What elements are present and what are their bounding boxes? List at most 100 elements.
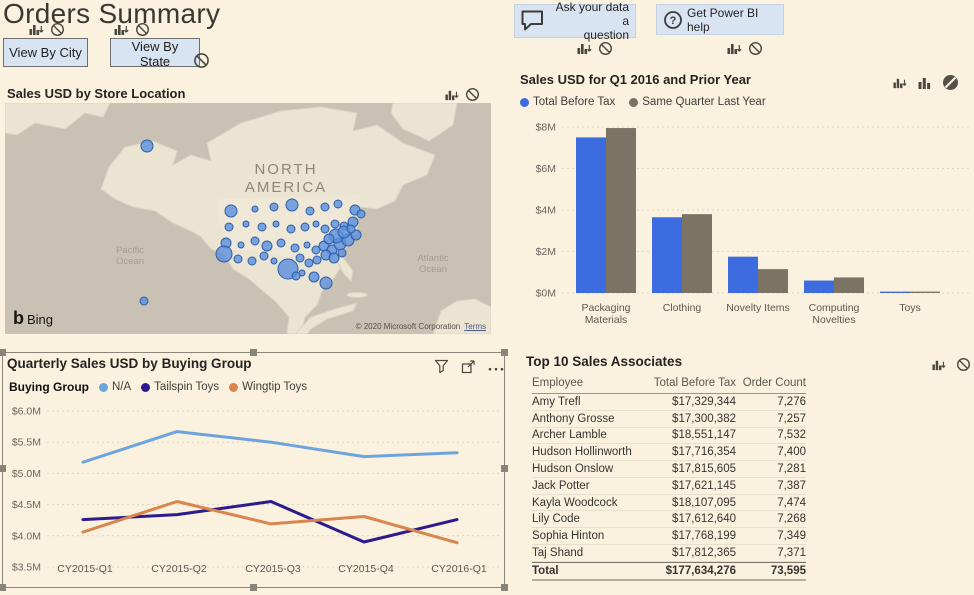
funnel-filter-icon[interactable] (434, 359, 449, 374)
cell-order-count[interactable]: 7,281 (736, 461, 806, 478)
no-entry-icon[interactable] (50, 22, 65, 37)
map-bubble[interactable] (337, 248, 347, 258)
selection-handle[interactable] (250, 349, 257, 356)
legend-item-tailspin-toys[interactable]: Tailspin Toys (141, 381, 219, 393)
map-bubble[interactable] (308, 271, 320, 283)
focus-mode-icon[interactable] (461, 359, 476, 374)
cell-employee[interactable]: Anthony Grosse (532, 411, 644, 428)
selection-handle[interactable] (501, 349, 508, 356)
map-bubble[interactable] (303, 241, 311, 249)
map-bubble[interactable] (224, 222, 234, 232)
bar-same-quarter-last-year[interactable] (682, 214, 712, 293)
cell-order-count[interactable]: 7,474 (736, 495, 806, 512)
cell-employee[interactable]: Taj Shand (532, 545, 644, 562)
map-bubble[interactable] (270, 257, 278, 265)
no-entry-icon[interactable] (956, 357, 971, 372)
cell-employee[interactable]: Jack Potter (532, 478, 644, 495)
cell-total-before-tax[interactable]: $17,329,344 (644, 394, 736, 411)
series-line-n-a[interactable] (81, 430, 459, 464)
map-bubble[interactable] (323, 233, 335, 245)
selection-handle[interactable] (501, 584, 508, 591)
map-bubble[interactable] (300, 222, 310, 232)
cell-employee[interactable]: Archer Lamble (532, 428, 644, 445)
selection-handle[interactable] (0, 465, 6, 472)
terms-link[interactable]: Terms (464, 322, 486, 331)
map-bubble[interactable] (312, 220, 320, 228)
map-bubble[interactable] (356, 209, 366, 219)
map-bubble[interactable] (285, 198, 299, 212)
sales-associates-table[interactable]: Employee Total Before Tax Order Count Amy T… (532, 375, 806, 581)
cell-total-before-tax[interactable]: $17,300,382 (644, 411, 736, 428)
cell-employee[interactable]: Amy Trefl (532, 394, 644, 411)
cell-employee[interactable]: Kayla Woodcock (532, 495, 644, 512)
column-header-employee[interactable]: Employee (532, 375, 644, 394)
cell-order-count[interactable]: 7,257 (736, 411, 806, 428)
selection-handle[interactable] (0, 349, 6, 356)
cell-total-before-tax[interactable]: $17,812,365 (644, 545, 736, 562)
no-entry-icon[interactable] (748, 41, 763, 56)
cell-order-count[interactable]: 7,276 (736, 394, 806, 411)
cell-employee[interactable]: Hudson Onslow (532, 461, 644, 478)
map-bubble[interactable] (286, 224, 296, 234)
series-line-wingtip-toys[interactable] (81, 500, 459, 545)
bar-same-quarter-last-year[interactable] (758, 269, 788, 293)
cell-total-before-tax[interactable]: $17,716,354 (644, 444, 736, 462)
no-entry-icon[interactable] (598, 41, 613, 56)
no-entry-icon[interactable] (465, 87, 480, 102)
bar-chart-down-arrow-icon[interactable] (932, 358, 946, 372)
cell-order-count[interactable]: 7,268 (736, 511, 806, 529)
map-bubble[interactable] (269, 202, 279, 212)
ask-data-question-button[interactable]: Ask your data a question (514, 0, 636, 42)
map-bubble[interactable] (237, 241, 245, 249)
cell-order-count[interactable]: 7,387 (736, 478, 806, 495)
cell-total-before-tax[interactable]: $17,815,605 (644, 461, 736, 478)
bar-total-before-tax[interactable] (576, 137, 606, 293)
column-header-order-count[interactable]: Order Count (736, 375, 806, 394)
cell-total-before-tax[interactable]: $17,768,199 (644, 528, 736, 546)
map-bubble[interactable] (259, 251, 269, 261)
map-bubble[interactable] (320, 224, 330, 234)
legend-item-total-before-tax[interactable]: Total Before Tax (520, 96, 615, 108)
cell-order-count[interactable]: 7,371 (736, 545, 806, 562)
line-chart-panel[interactable]: Quarterly Sales USD by Buying Group Buyi… (0, 349, 508, 591)
bar-total-before-tax[interactable] (728, 256, 758, 293)
bar-chart-down-arrow-icon[interactable] (29, 22, 44, 37)
map-bubble[interactable] (290, 243, 300, 253)
map-bubble[interactable] (251, 205, 259, 213)
legend-item-same-quarter-last-year[interactable]: Same Quarter Last Year (629, 96, 766, 108)
selection-handle[interactable] (0, 584, 6, 591)
cell-employee[interactable]: Hudson Hollinworth (532, 444, 644, 462)
bar-same-quarter-last-year[interactable] (834, 277, 864, 293)
selection-handle[interactable] (250, 584, 257, 591)
map-bubble[interactable] (333, 199, 343, 209)
map-bubble[interactable] (250, 236, 260, 246)
bing-map[interactable]: NORTH AMERICA Pacific Ocean Atlantic Ocean … (4, 102, 492, 335)
map-bubble[interactable] (320, 202, 330, 212)
map-bubble[interactable] (305, 206, 315, 216)
bar-total-before-tax[interactable] (652, 217, 682, 293)
view-by-state-button[interactable]: View By State (110, 38, 200, 69)
map-bubble[interactable] (224, 204, 238, 218)
bar-total-before-tax[interactable] (804, 280, 834, 293)
bar-same-quarter-last-year[interactable] (910, 291, 940, 293)
map-bubble[interactable] (233, 254, 243, 264)
cell-order-count[interactable]: 7,400 (736, 444, 806, 462)
bar-total-before-tax[interactable] (880, 291, 910, 293)
cell-order-count[interactable]: 7,349 (736, 528, 806, 546)
map-bubble[interactable] (312, 255, 322, 265)
map-bubble[interactable] (257, 222, 267, 232)
more-options-ellipsis-icon[interactable] (488, 367, 504, 372)
map-bubble[interactable] (215, 245, 233, 263)
cell-employee[interactable]: Sophia Hinton (532, 528, 644, 546)
no-entry-filled-icon[interactable] (942, 74, 959, 91)
bar-chart-down-arrow-icon[interactable] (727, 41, 742, 56)
legend-item-n-a[interactable]: N/A (99, 381, 131, 393)
cell-employee[interactable]: Lily Code (532, 511, 644, 529)
cell-total-before-tax[interactable]: $17,621,145 (644, 478, 736, 495)
bar-same-quarter-last-year[interactable] (606, 128, 636, 293)
map-bubble[interactable] (304, 258, 314, 268)
no-entry-icon[interactable] (135, 22, 150, 37)
map-bubble[interactable] (330, 219, 340, 229)
map-bubble[interactable] (328, 252, 340, 264)
